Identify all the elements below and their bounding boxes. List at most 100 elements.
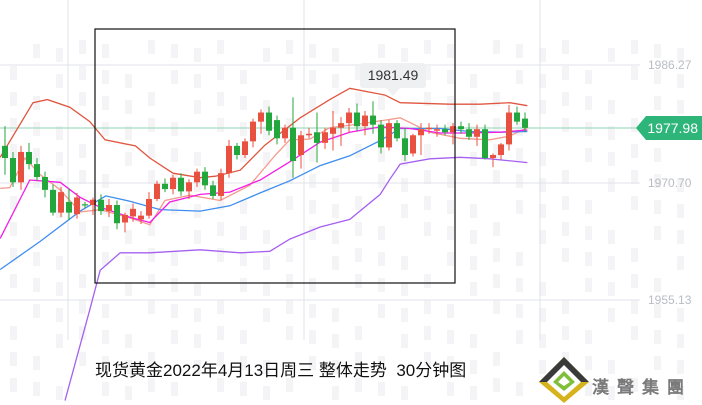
watermark-block (562, 222, 569, 236)
watermark-block (424, 92, 431, 106)
watermark-block (263, 230, 270, 244)
watermark-block (493, 274, 500, 288)
candle (330, 111, 336, 151)
watermark-block (79, 66, 86, 80)
watermark-block (654, 226, 661, 240)
watermark-block (217, 40, 224, 54)
watermark-block (171, 70, 178, 84)
watermark-block (631, 144, 638, 158)
watermark-block (309, 304, 316, 318)
watermark-block (332, 178, 339, 192)
candle (274, 115, 280, 145)
watermark-block (677, 230, 684, 244)
watermark-block (378, 304, 385, 318)
candle-body (426, 127, 432, 130)
candle (26, 142, 32, 170)
watermark-block (286, 40, 293, 54)
watermark-block (424, 144, 431, 158)
candle-body (178, 177, 184, 192)
y-tick-label: 1955.13 (648, 293, 692, 307)
highlight-box (94, 28, 456, 284)
candle-body (482, 129, 488, 159)
watermark-block (10, 144, 17, 158)
watermark-block (240, 122, 247, 136)
watermark-block (585, 70, 592, 84)
watermark-block (539, 282, 546, 296)
watermark-block (33, 148, 40, 162)
candle-body (130, 208, 136, 217)
watermark-block (171, 44, 178, 58)
watermark-block (447, 252, 454, 266)
watermark-block (56, 308, 63, 322)
watermark-block (125, 126, 132, 140)
watermark-block (194, 334, 201, 348)
watermark-block (401, 386, 408, 400)
candle-body (34, 164, 40, 177)
candle-body (338, 123, 344, 128)
watermark-block (585, 330, 592, 344)
watermark-block (677, 308, 684, 322)
candle (10, 151, 16, 187)
watermark-block (263, 100, 270, 114)
watermark-block (677, 334, 684, 348)
watermark-block (562, 118, 569, 132)
watermark-block (677, 204, 684, 218)
watermark-block (286, 144, 293, 158)
watermark-block (148, 118, 155, 132)
candle (258, 109, 264, 134)
watermark-block (355, 222, 362, 236)
watermark-block (654, 304, 661, 318)
watermark-block (516, 122, 523, 136)
watermark-block (355, 248, 362, 262)
watermark-block (447, 200, 454, 214)
watermark-block (79, 326, 86, 340)
candle-body (346, 112, 352, 124)
watermark-block (171, 148, 178, 162)
watermark-block (562, 40, 569, 54)
watermark-block (332, 386, 339, 400)
candle (210, 180, 216, 199)
watermark-block (10, 66, 17, 80)
watermark-block (654, 330, 661, 344)
candle-body (354, 112, 360, 127)
watermark-block (286, 300, 293, 314)
watermark-block (447, 304, 454, 318)
watermark-block (148, 300, 155, 314)
watermark-block (217, 248, 224, 262)
watermark-block (424, 326, 431, 340)
watermark-block (217, 92, 224, 106)
candle-body (514, 112, 520, 122)
watermark-block (516, 278, 523, 292)
watermark-block (378, 174, 385, 188)
watermark-block (171, 200, 178, 214)
candle (218, 168, 224, 201)
watermark-block (654, 356, 661, 370)
watermark-block (263, 152, 270, 166)
watermark-block (102, 226, 109, 240)
watermark-block (424, 66, 431, 80)
watermark-block (79, 274, 86, 288)
last-price-tag: 1977.98 (636, 116, 702, 140)
watermark-block (539, 178, 546, 192)
candle-body (66, 201, 72, 213)
watermark-block (33, 226, 40, 240)
candle-body (10, 158, 16, 183)
watermark-block (424, 196, 431, 210)
watermark-block (631, 66, 638, 80)
watermark-block (493, 378, 500, 392)
candle-body (26, 151, 32, 165)
watermark-block (585, 252, 592, 266)
watermark-block (585, 148, 592, 162)
candle (474, 124, 480, 146)
watermark-block (217, 118, 224, 132)
candle-body (74, 197, 80, 215)
watermark-block (263, 256, 270, 270)
watermark-block (355, 352, 362, 366)
candle (386, 120, 392, 151)
watermark-block (378, 278, 385, 292)
watermark-block (79, 196, 86, 210)
candle-body (98, 199, 104, 212)
watermark-block (470, 360, 477, 374)
watermark-block (217, 378, 224, 392)
watermark-block (56, 152, 63, 166)
